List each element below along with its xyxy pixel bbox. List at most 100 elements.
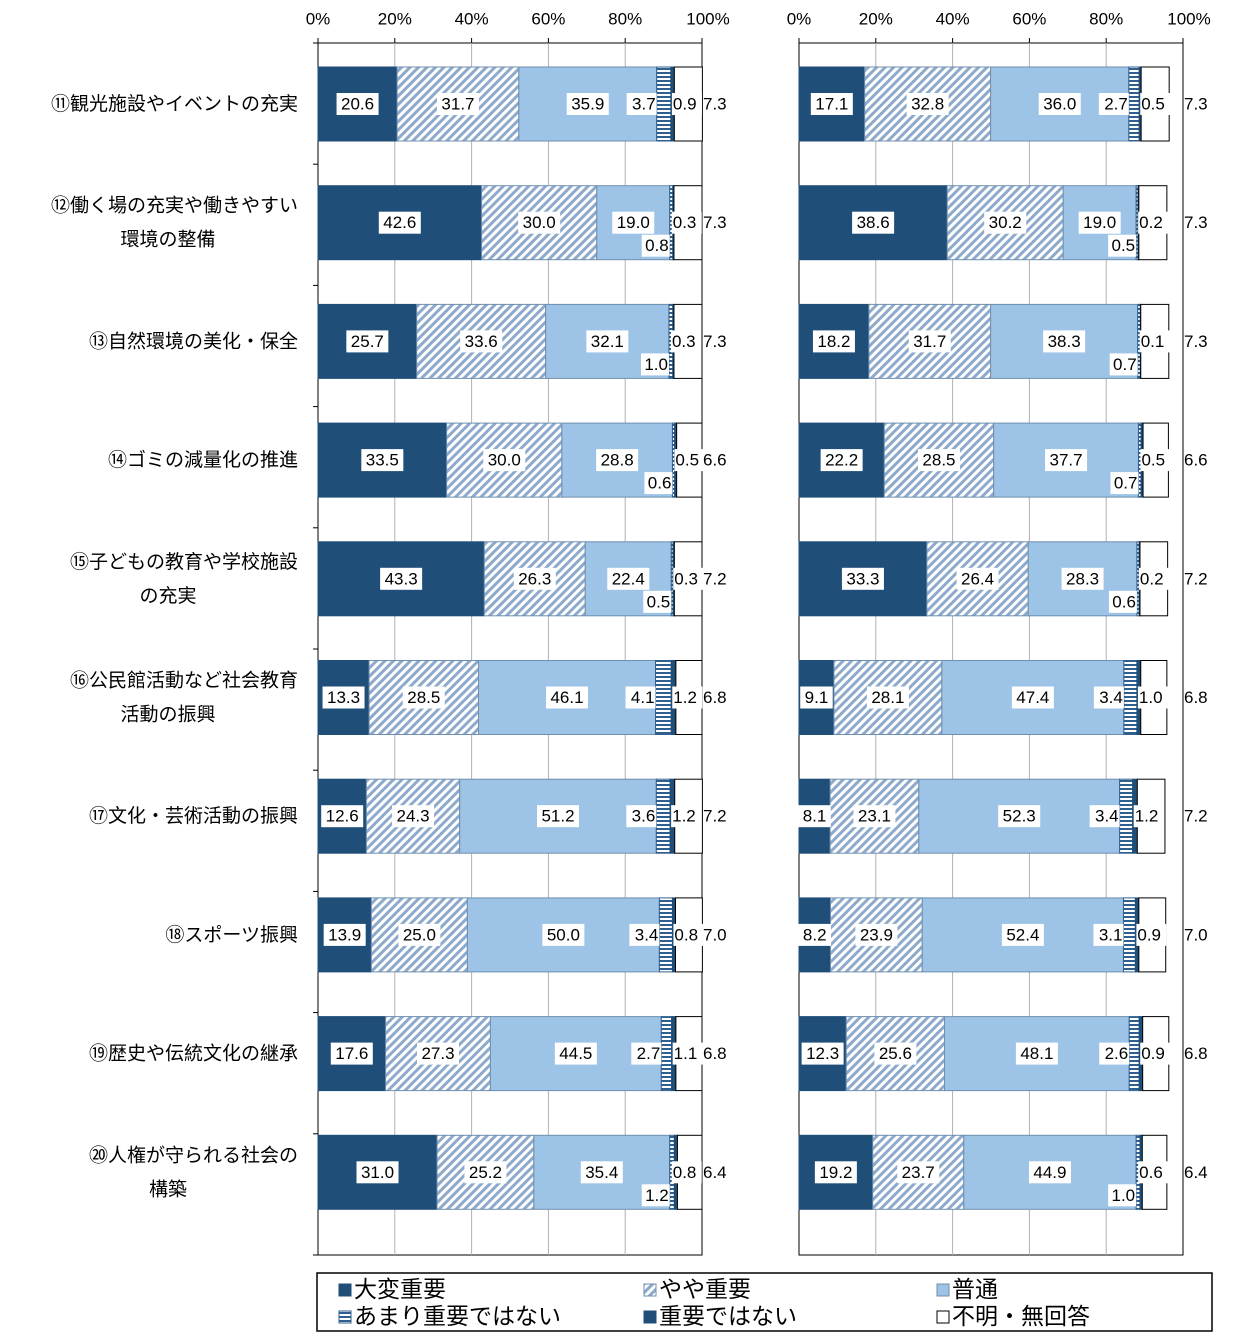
data-label: 43.3 — [385, 569, 418, 588]
data-label-bg — [580, 1161, 623, 1184]
category-label: ⑭ゴミの減量化の推進 — [108, 449, 298, 471]
data-label: 37.7 — [1050, 451, 1083, 470]
data-label: 25.6 — [879, 1044, 912, 1063]
data-label: 18.2 — [817, 332, 850, 351]
data-label: 1.2 — [673, 688, 697, 707]
data-label-bg — [330, 1042, 373, 1065]
data-label: 28.8 — [601, 451, 634, 470]
x-tick-label: 60% — [1012, 10, 1046, 29]
data-label: 52.3 — [1003, 807, 1036, 826]
data-label-bg — [356, 1161, 399, 1184]
data-label: 23.1 — [858, 807, 891, 826]
legend-label: 不明・無回答 — [952, 1304, 1090, 1330]
bar-segment — [660, 1016, 673, 1092]
data-label: 3.6 — [632, 807, 656, 826]
data-label-bg — [398, 923, 441, 946]
data-label-bg — [596, 449, 639, 472]
data-label-bg — [1138, 1161, 1169, 1184]
data-label: 1.0 — [1112, 1186, 1136, 1205]
data-label: 1.1 — [674, 1044, 698, 1063]
bar-segment — [1119, 778, 1134, 854]
bar-segment — [1123, 660, 1138, 735]
data-label: 38.6 — [857, 213, 890, 232]
x-tick-label: 20% — [859, 10, 893, 29]
data-label: 9.1 — [805, 688, 829, 707]
data-label: 3.1 — [1099, 925, 1123, 944]
data-label-bg — [1110, 472, 1139, 495]
data-label: 36.0 — [1043, 95, 1076, 114]
data-label-bg — [1140, 1042, 1171, 1065]
data-label: 20.6 — [341, 95, 374, 114]
data-label-bg — [671, 1161, 702, 1184]
data-label-bg — [554, 1042, 597, 1065]
data-label-bg — [1140, 449, 1171, 472]
data-label: 28.1 — [871, 688, 904, 707]
data-label: 3.4 — [1095, 807, 1119, 826]
legend-swatch — [936, 1310, 950, 1324]
data-label-bg — [546, 686, 589, 709]
data-label-bg — [625, 686, 656, 709]
legend-label: 重要ではない — [659, 1304, 797, 1330]
data-label: 6.8 — [703, 688, 727, 707]
data-label-bg — [537, 805, 579, 828]
data-label-bg — [641, 1184, 670, 1207]
chart-panel-2: 0% 20% 40% 60% 80% 100% 17.1 32.8 36.0 2.7 0.5 7.3 3… — [787, 10, 1211, 1256]
data-label: 1.2 — [672, 807, 696, 826]
category-label-line: ⑯公民館活動など社会教育 — [70, 670, 298, 692]
data-label: 35.9 — [571, 95, 604, 114]
data-label-bg — [1015, 1042, 1058, 1065]
data-label: 2.6 — [1105, 1044, 1129, 1063]
data-label: 19.0 — [1083, 213, 1116, 232]
data-label: 31.7 — [913, 332, 946, 351]
data-label: 0.3 — [674, 569, 698, 588]
data-label: 6.4 — [1184, 1163, 1208, 1182]
data-label-bg — [1138, 567, 1169, 590]
bar-segment — [561, 422, 673, 498]
category-label-line: ⑰文化・芸術活動の振興 — [89, 805, 298, 827]
data-label: 35.4 — [585, 1163, 618, 1182]
data-label: 7.3 — [703, 213, 727, 232]
data-label: 0.5 — [1112, 236, 1136, 255]
data-label-bg — [998, 805, 1041, 828]
data-label-bg — [1108, 590, 1137, 613]
data-label-bg — [513, 567, 556, 590]
data-label-bg — [361, 449, 404, 472]
data-label-bg — [798, 923, 831, 946]
data-label-bg — [906, 93, 949, 115]
data-label-bg — [392, 805, 435, 828]
chart-panel-1: 0% 20% 40% 60% 80% 100% 20.6 31.7 35.9 3.7 0.9 7.3 4… — [306, 10, 730, 1256]
data-label-bg — [1093, 923, 1124, 946]
data-label-bg — [417, 1042, 459, 1065]
data-label-bg — [436, 93, 479, 115]
legend-swatch — [936, 1283, 950, 1297]
data-label: 23.7 — [902, 1163, 935, 1182]
category-label-line: 構築 — [149, 1178, 187, 1200]
data-label-bg — [800, 686, 833, 709]
data-label: 0.7 — [1114, 474, 1138, 493]
bar-segment — [658, 897, 673, 973]
data-label-bg — [1136, 923, 1167, 946]
data-label: 31.0 — [361, 1163, 394, 1182]
data-label-bg — [640, 353, 669, 376]
bar-segment — [483, 541, 586, 617]
category-label-line: 活動の振興 — [120, 704, 215, 726]
legend-label: 大変重要 — [354, 1277, 446, 1303]
data-label-bg — [812, 330, 855, 353]
data-label: 6.6 — [1184, 451, 1208, 470]
data-label: 26.3 — [518, 569, 551, 588]
data-label: 42.6 — [383, 213, 416, 232]
data-label: 7.3 — [1184, 332, 1208, 351]
data-label: 28.5 — [407, 688, 440, 707]
data-label: 25.0 — [403, 925, 436, 944]
data-label: 0.9 — [1141, 1044, 1165, 1063]
data-label: 0.8 — [645, 236, 669, 255]
x-tick-label: 60% — [531, 10, 565, 29]
data-label: 44.5 — [559, 1044, 592, 1063]
category-label-line: ⑱スポーツ振興 — [165, 924, 298, 946]
data-label-bg — [673, 923, 704, 946]
data-label-bg — [852, 211, 895, 234]
data-label-bg — [814, 1161, 857, 1184]
